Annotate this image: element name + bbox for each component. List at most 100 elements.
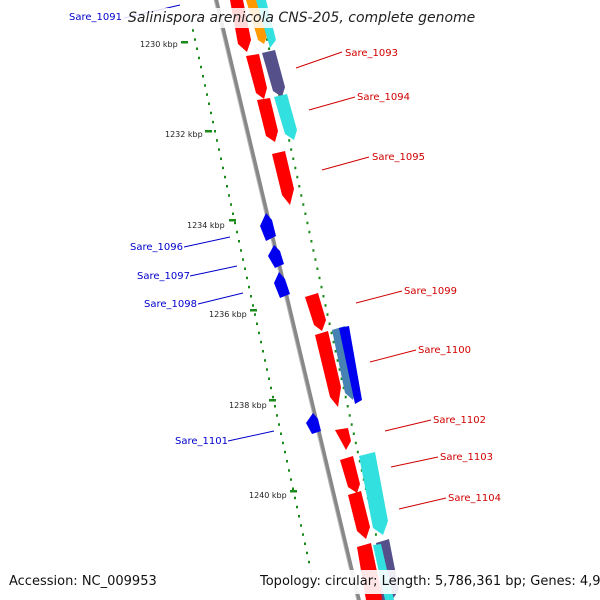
gene-arrow[interactable]: [260, 213, 276, 241]
gene-label-sare-1104[interactable]: Sare_1104: [448, 493, 501, 504]
gene-arrow[interactable]: [274, 94, 297, 140]
map-title: Salinispora arenicola CNS-205, complete …: [128, 10, 475, 26]
scale-dot: [300, 194, 303, 197]
scale-dot: [300, 524, 302, 527]
scale-dot: [284, 450, 286, 454]
gene-arrow[interactable]: [272, 151, 294, 205]
organism-title: Salinispora arenicola CNS-205, complete …: [128, 10, 476, 26]
scale-dot: [288, 469, 290, 472]
top-gene-label[interactable]: Sare_1091: [69, 12, 122, 23]
scale-dot: [234, 221, 236, 225]
scale-dot: [224, 175, 226, 179]
scale-dot: [276, 414, 278, 417]
scale-dot: [192, 29, 194, 32]
scale-dot: [330, 331, 333, 335]
gene-arrow[interactable]: [306, 413, 321, 434]
scale-dot: [274, 405, 276, 408]
scale-label-ticks: [181, 41, 297, 493]
scale-dot: [270, 386, 272, 390]
scale-dot: [306, 221, 309, 225]
gene-label-sare-1099[interactable]: Sare_1099: [404, 286, 457, 297]
scale-dot: [256, 322, 258, 325]
accession-text: Accession: NC_009953: [9, 574, 157, 589]
scale-dot: [344, 395, 347, 399]
scale-dot: [222, 166, 224, 170]
gene-label-sare-1096[interactable]: Sare_1096: [130, 242, 183, 253]
gene-arrow[interactable]: [340, 456, 360, 493]
gene-arrow[interactable]: [348, 491, 370, 539]
gene-arrow[interactable]: [339, 326, 362, 404]
scale-dot: [292, 487, 294, 490]
gene-arrow[interactable]: [274, 272, 290, 298]
scale-dot: [298, 185, 301, 188]
scale-dot: [334, 350, 337, 353]
gene-arrow[interactable]: [359, 452, 388, 535]
scale-label-1230: 1230 kbp: [140, 40, 178, 49]
scale-dot: [238, 240, 240, 243]
gene-arrow[interactable]: [315, 331, 341, 407]
scale-dot: [360, 469, 363, 472]
scale-label-1232: 1232 kbp: [165, 130, 203, 139]
scale-dot: [298, 515, 300, 518]
gene-label-sare-1098[interactable]: Sare_1098: [144, 299, 197, 310]
scale-dot: [278, 423, 280, 426]
scale-dot: [264, 359, 266, 362]
scale-dot: [204, 84, 206, 87]
scale-dot: [324, 304, 327, 307]
gene-arrow[interactable]: [335, 428, 351, 450]
scale-dot: [244, 267, 246, 270]
scale-dot: [286, 460, 288, 463]
scale-dot: [332, 340, 335, 344]
scale-dot: [336, 359, 339, 362]
scale-dot: [312, 249, 315, 252]
gene-label-sare-1097[interactable]: Sare_1097: [137, 271, 190, 282]
gene-arrow[interactable]: [262, 50, 285, 97]
scale-dot: [340, 377, 343, 380]
scale-ticks-left: [190, 20, 312, 573]
scale-dot: [248, 285, 250, 289]
scale-dot: [230, 203, 232, 206]
scale-dot: [254, 313, 256, 316]
scale-dot: [272, 395, 274, 399]
gene-label-sare-1095[interactable]: Sare_1095: [372, 152, 425, 163]
scale-dot: [220, 157, 222, 160]
scale-dot: [206, 93, 208, 96]
scale-dot: [240, 249, 242, 252]
scale-dot: [320, 285, 323, 289]
footer-backdrop: [0, 570, 600, 594]
forward-genes-ring1: [230, 0, 383, 600]
scale-dot: [346, 405, 349, 408]
genome-backbone-highlight: [213, 0, 358, 600]
scale-dot: [212, 120, 214, 124]
gene-arrow[interactable]: [268, 245, 284, 268]
scale-dot: [302, 533, 304, 536]
gene-label-sare-1100[interactable]: Sare_1100: [418, 345, 471, 356]
gene-arrow[interactable]: [305, 293, 326, 331]
scale-label-1240: 1240 kbp: [249, 491, 287, 500]
scale-dot: [352, 432, 355, 435]
scale-dot: [306, 551, 308, 555]
scale-dot: [342, 386, 345, 390]
scale-dot: [348, 414, 351, 417]
reverse-genes: [260, 213, 321, 434]
gene-label-sare-1102[interactable]: Sare_1102: [433, 415, 486, 426]
gene-label-sare-1101[interactable]: Sare_1101: [175, 436, 228, 447]
genome-summary-text: Topology: circular; Length: 5,786,361 bp…: [260, 574, 600, 589]
scale-dot: [246, 276, 248, 280]
scale-dot: [294, 496, 296, 500]
label-leaders: [123, 4, 447, 510]
scale-dot: [196, 47, 198, 50]
scale-dot: [314, 258, 317, 261]
gene-label-sare-1103[interactable]: Sare_1103: [440, 452, 493, 463]
gene-arrow[interactable]: [332, 326, 356, 400]
scale-dot: [308, 560, 310, 564]
gene-label-sare-1093[interactable]: Sare_1093: [345, 48, 398, 59]
scale-dot: [316, 267, 319, 270]
scale-dot: [280, 432, 282, 435]
gene-arrow[interactable]: [257, 98, 278, 142]
gene-arrow[interactable]: [246, 54, 267, 99]
scale-dot: [318, 276, 321, 280]
gene-label-sare-1094[interactable]: Sare_1094: [357, 92, 410, 103]
scale-dot: [350, 423, 353, 426]
